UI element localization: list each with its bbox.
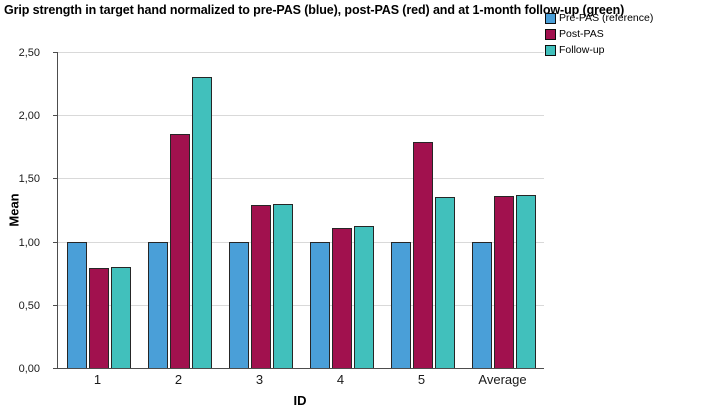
x-tick-label-5: 5 (417, 372, 426, 387)
x-axis-title: ID (293, 393, 307, 408)
bar-follow-up-average (515, 194, 536, 368)
bar-group-3 (220, 52, 301, 368)
bar-follow-up-3 (272, 203, 293, 368)
legend-swatch-icon (545, 45, 556, 56)
x-tick-label-4: 4 (336, 372, 345, 387)
x-tick-label-average: Average (478, 372, 527, 387)
gridline-2.5 (58, 52, 544, 53)
bar-pre-pas-reference-2 (147, 241, 168, 368)
bar-post-pas-5 (412, 141, 433, 368)
bar-follow-up-1 (110, 266, 131, 368)
y-tick-mark (53, 368, 57, 369)
bar-post-pas-average (493, 196, 514, 368)
bar-group-4 (301, 52, 382, 368)
y-tick-label: 0,00 (18, 363, 40, 375)
gridline-1 (58, 242, 544, 243)
bar-pre-pas-reference-4 (309, 241, 330, 368)
y-tick-label: 0,50 (18, 300, 40, 312)
y-tick-label: 1,00 (18, 237, 40, 249)
x-tick-label-2: 2 (174, 372, 183, 387)
y-tick-mark (53, 178, 57, 179)
y-axis-tick-labels: 0,00 0,50 1,00 1,50 2,00 2,50 (0, 47, 48, 375)
bar-pre-pas-reference-3 (228, 241, 249, 368)
legend-swatch-icon (545, 29, 556, 40)
y-tick-mark (53, 305, 57, 306)
legend: Pre-PAS (reference) Post-PAS Follow-up (545, 13, 653, 61)
chart-title: Grip strength in target hand normalized … (4, 3, 625, 17)
plot-area (57, 52, 544, 369)
legend-swatch-icon (545, 13, 556, 24)
bar-group-5 (382, 52, 463, 368)
y-tick-mark (53, 115, 57, 116)
bar-pre-pas-reference-1 (66, 241, 87, 368)
legend-label: Follow-up (559, 44, 605, 56)
bar-follow-up-5 (434, 197, 455, 368)
x-axis-tick-labels: 1 2 3 4 5 Average (57, 372, 543, 387)
y-tick-label: 2,00 (18, 110, 40, 122)
bar-post-pas-1 (88, 268, 109, 368)
bar-pre-pas-reference-5 (390, 241, 411, 368)
x-tick-label-1: 1 (93, 372, 102, 387)
y-tick-label: 1,50 (18, 173, 40, 185)
y-tick-mark (53, 242, 57, 243)
legend-label: Post-PAS (559, 28, 604, 40)
bar-group-2 (139, 52, 220, 368)
legend-label: Pre-PAS (reference) (559, 12, 654, 24)
gridline-1.5 (58, 178, 544, 179)
bar-post-pas-2 (169, 134, 190, 368)
bar-post-pas-4 (331, 227, 352, 368)
bar-follow-up-4 (353, 226, 374, 368)
legend-item: Pre-PAS (reference) (545, 13, 653, 24)
gridline-0.5 (58, 305, 544, 306)
gridline-2 (58, 115, 544, 116)
bar-group-1 (58, 52, 139, 368)
legend-item: Post-PAS (545, 29, 653, 40)
bar-groups (58, 52, 544, 368)
bar-group-average (463, 52, 544, 368)
y-tick-mark (53, 52, 57, 53)
bar-follow-up-2 (191, 77, 212, 368)
y-tick-label: 2,50 (18, 47, 40, 59)
legend-item: Follow-up (545, 45, 653, 56)
bar-pre-pas-reference-average (471, 241, 492, 368)
x-tick-label-3: 3 (255, 372, 264, 387)
bar-post-pas-3 (250, 204, 271, 368)
